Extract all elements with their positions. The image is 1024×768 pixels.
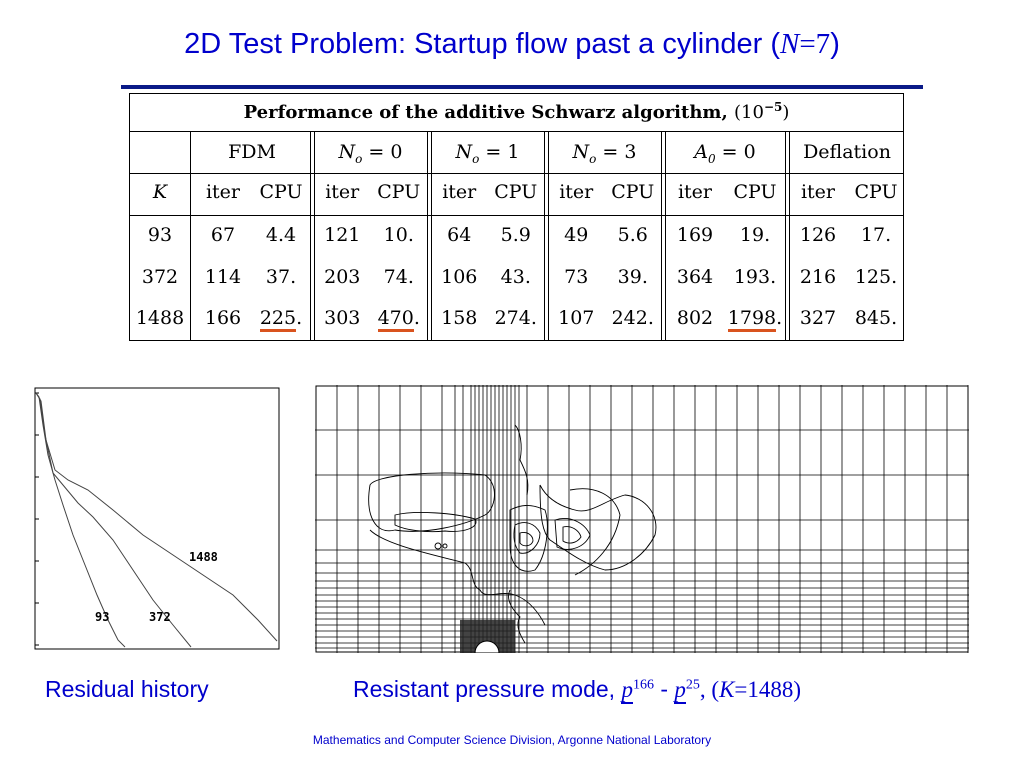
table-cell: 126 <box>799 224 837 246</box>
cylinder-region <box>460 620 515 653</box>
table-cell: 166 <box>204 307 242 329</box>
column-subheader: iter <box>205 181 241 203</box>
table-cell: 203 <box>324 266 361 288</box>
column-subheader: iter <box>442 181 477 203</box>
caption-residual-history: Residual history <box>45 676 209 702</box>
column-subheader: CPU <box>733 181 777 203</box>
group-header: No = 0 <box>338 141 403 166</box>
curve-1488 <box>35 392 278 642</box>
table-cell: 125. <box>854 266 898 288</box>
table-cell: 107 <box>558 307 595 329</box>
table-cell: 364 <box>676 266 714 288</box>
curve-93 <box>35 392 126 648</box>
table-cell: 73 <box>564 266 589 288</box>
pressure-contours <box>368 424 657 644</box>
table-cell: 470. <box>371 307 428 332</box>
table-cell: 193. <box>733 266 777 288</box>
table-cell: 274. <box>494 307 537 329</box>
table-cell: 49 <box>564 224 589 246</box>
residual-history-plot: 10⁰10⁻¹10⁻²10⁻³10⁻⁴10⁻⁵10⁻⁶ 020406080100… <box>34 387 280 650</box>
table-row-k: 372 <box>141 266 179 288</box>
table-cell: 39. <box>617 266 648 288</box>
table-cell: 74. <box>383 266 414 288</box>
table-cell: 158 <box>441 307 478 329</box>
table-cell: 327 <box>799 307 837 329</box>
table-cell: 10. <box>383 224 414 246</box>
table-cell: 5.9 <box>500 224 531 246</box>
table-cell: 121 <box>324 224 361 246</box>
curve-label-93: 93 <box>95 610 109 624</box>
page-title: 2D Test Problem: Startup flow past a cyl… <box>184 28 840 60</box>
column-subheader: iter <box>559 181 594 203</box>
group-header: A0 = 0 <box>694 141 756 166</box>
performance-table: Performance of the additive Schwarz algo… <box>129 93 904 341</box>
column-subheader: iter <box>800 181 836 203</box>
table-cell: 303 <box>324 307 361 329</box>
column-subheader: CPU <box>611 181 655 203</box>
table-cell: 17. <box>860 224 892 246</box>
pressure-mode-plot <box>315 385 969 653</box>
column-subheader: CPU <box>494 181 538 203</box>
y-tick-labels: 10⁰10⁻¹10⁻²10⁻³10⁻⁴10⁻⁵10⁻⁶ <box>35 392 39 646</box>
table-cell: 4.4 <box>265 224 297 246</box>
table-cell: 225. <box>252 307 310 332</box>
k-header: K <box>152 181 168 203</box>
column-subheader: iter <box>325 181 360 203</box>
column-subheader: CPU <box>377 181 421 203</box>
column-subheader: CPU <box>259 181 303 203</box>
table-cell: 5.6 <box>617 224 648 246</box>
group-header: FDM <box>228 141 276 163</box>
table-cell: 37. <box>265 266 297 288</box>
group-header: Deflation <box>803 141 891 163</box>
table-cell: 216 <box>799 266 837 288</box>
table-cell: 845. <box>854 307 898 329</box>
title-underline <box>121 85 923 89</box>
curve-label-1488: 1488 <box>189 550 218 564</box>
table-cell: 67 <box>210 224 236 246</box>
column-subheader: iter <box>677 181 713 203</box>
table-caption: Performance of the additive Schwarz algo… <box>243 100 790 123</box>
table-cell: 1798. <box>725 307 785 332</box>
table-row-k: 93 <box>147 224 173 246</box>
column-subheader: CPU <box>854 181 898 203</box>
table-cell: 19. <box>739 224 771 246</box>
table-cell: 242. <box>611 307 654 329</box>
caption-pressure-mode: Resistant pressure mode, p166 - p25, (K=… <box>353 676 802 704</box>
table-cell: 43. <box>500 266 531 288</box>
table-cell: 64 <box>447 224 472 246</box>
table-cell: 114 <box>204 266 242 288</box>
table-cell: 169 <box>676 224 714 246</box>
footer-affiliation: Mathematics and Computer Science Divisio… <box>312 733 712 747</box>
group-header: No = 3 <box>572 141 637 166</box>
table-cell: 802 <box>676 307 714 329</box>
group-header: No = 1 <box>455 141 520 166</box>
curve-label-372: 372 <box>149 610 171 624</box>
table-row-k: 1488 <box>135 307 185 329</box>
table-cell: 106 <box>441 266 478 288</box>
